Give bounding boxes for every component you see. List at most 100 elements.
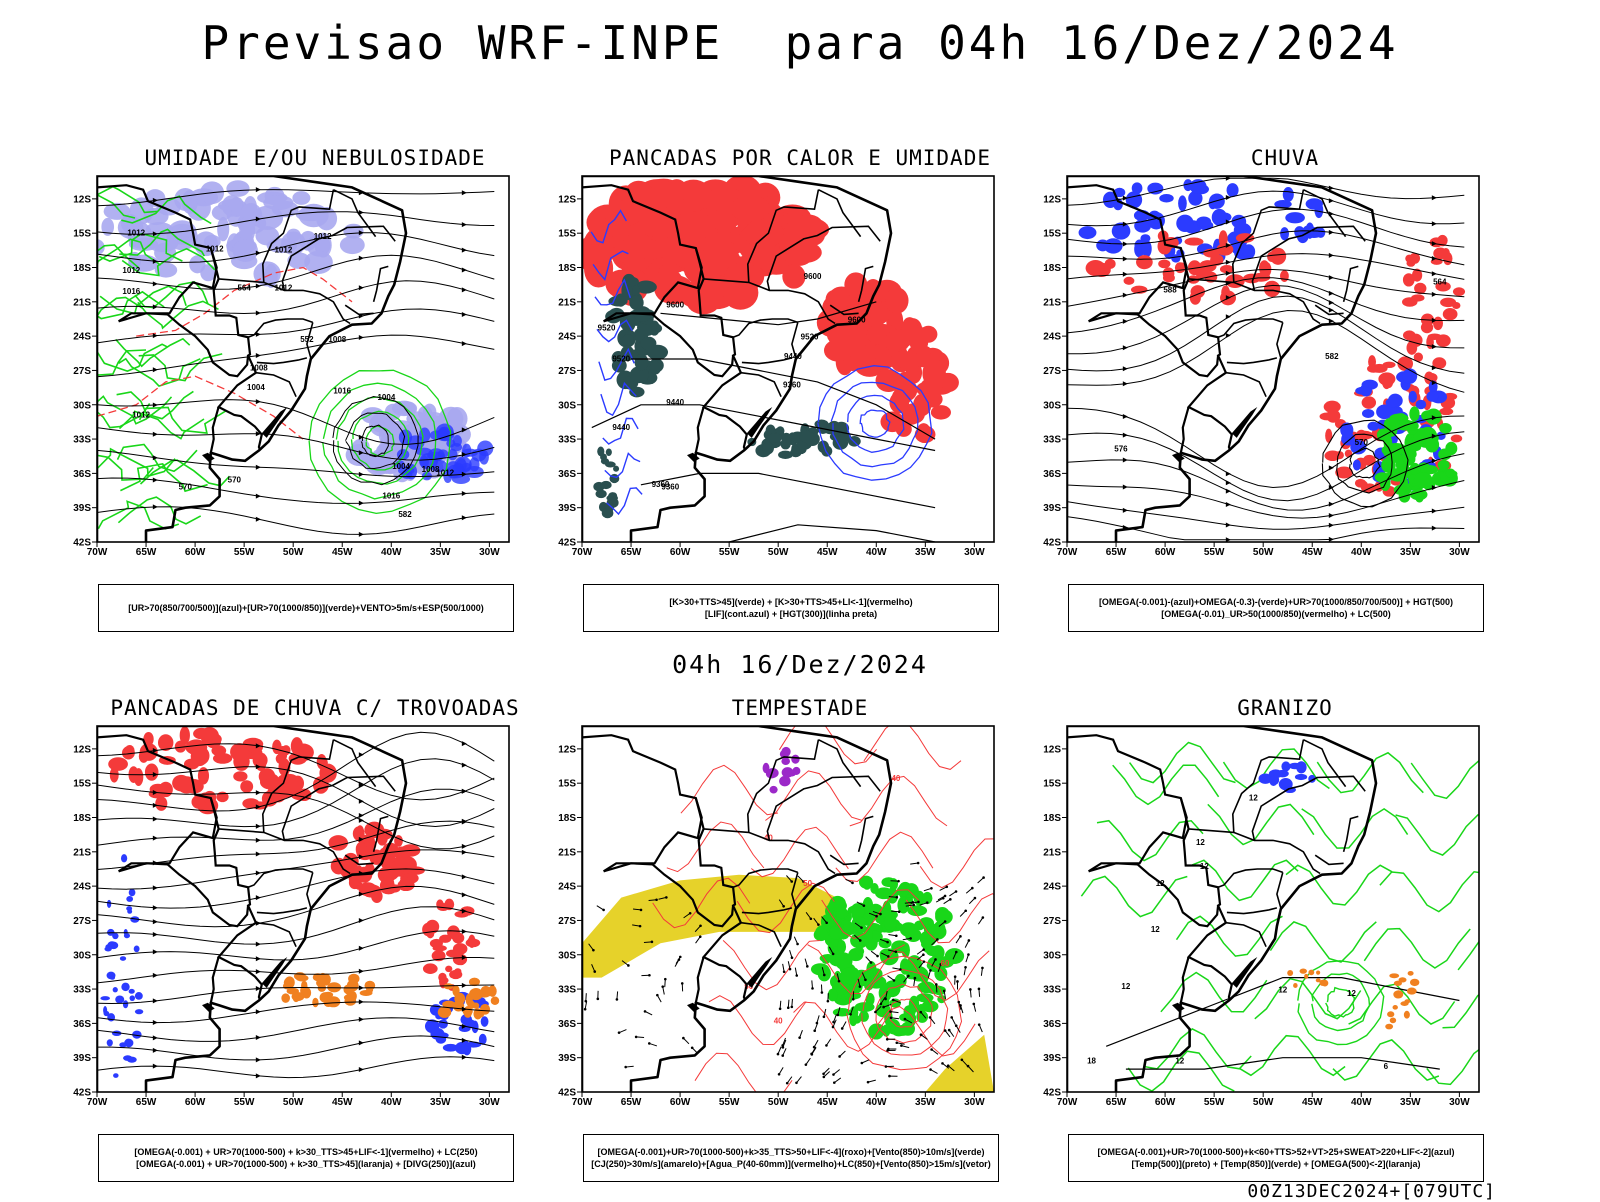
humidity-upper-area <box>340 236 365 254</box>
x-tick-label: 70W <box>1057 547 1078 558</box>
flow-arrow <box>153 281 158 286</box>
convection-red <box>638 240 663 260</box>
country-border <box>1089 313 1219 376</box>
legend-line: [OMEGA(-0.001) + UR>70(1000-500) + k>30_… <box>99 1158 513 1170</box>
flow-arrow <box>256 824 261 829</box>
vector-head <box>897 880 900 883</box>
divergence-blue <box>104 1011 110 1016</box>
vector-head <box>852 998 855 1001</box>
humidity-lower-contour <box>98 501 179 528</box>
vector-head <box>895 950 898 953</box>
flow-arrow <box>153 885 158 890</box>
wind-green <box>884 914 897 930</box>
y-tick-label: 39S <box>1043 1053 1061 1064</box>
rain-red <box>1403 330 1416 340</box>
vector-head <box>930 1048 933 1051</box>
hail-blue <box>1295 774 1307 780</box>
thunder-orange <box>312 998 318 1008</box>
divergence-blue <box>119 1042 127 1047</box>
flow-arrow <box>1329 537 1334 542</box>
x-tick-label: 55W <box>234 547 255 558</box>
vector-head <box>876 955 879 958</box>
omega-orange <box>1404 1011 1410 1019</box>
x-tick-label: 65W <box>621 1097 642 1108</box>
rain-red <box>1158 260 1170 269</box>
y-tick-label: 30S <box>558 400 576 411</box>
flow-arrow <box>359 946 364 951</box>
vector-head <box>823 1076 826 1079</box>
hail-blue <box>1296 761 1306 773</box>
contour-label: 570 <box>179 482 193 491</box>
omega-blue <box>1280 227 1289 240</box>
vector-head <box>798 1036 801 1039</box>
storm-purple <box>781 757 790 765</box>
y-tick-label: 39S <box>558 1053 576 1064</box>
instability-green <box>606 448 612 455</box>
storm-purple <box>781 747 790 757</box>
vector-head <box>968 939 971 942</box>
vector-head <box>782 1046 785 1049</box>
country-border <box>604 798 702 871</box>
state-border <box>1344 816 1359 851</box>
vector-head <box>777 1053 780 1056</box>
omega-blue <box>1426 391 1438 402</box>
flow-arrow <box>256 517 261 522</box>
vector-head <box>664 978 667 981</box>
thunder-orange <box>473 1002 479 1008</box>
thunder-red <box>159 782 173 797</box>
divergence-blue <box>124 933 130 938</box>
y-tick-label: 15S <box>558 779 576 790</box>
vector-head <box>875 915 878 918</box>
flow-arrow <box>462 341 467 346</box>
vector-head <box>811 1053 814 1056</box>
vector-head <box>859 985 862 988</box>
flow-arrow <box>1432 195 1437 200</box>
rain-red <box>1280 270 1289 282</box>
x-tick-label: 60W <box>185 1097 206 1108</box>
flow-arrow <box>359 752 364 757</box>
flow-arrow <box>359 818 364 823</box>
omega-blue <box>1096 239 1109 251</box>
contour-label: 9360 <box>661 482 679 491</box>
instability-green <box>608 492 617 501</box>
flow-arrow <box>462 515 467 520</box>
vector-head <box>651 941 654 944</box>
vector-head <box>957 1001 960 1004</box>
page-subtitle: 04h 16/Dez/2024 <box>0 650 1600 679</box>
convection-red <box>782 264 805 288</box>
vector-head <box>926 901 929 904</box>
humidity-upper-core <box>450 443 462 451</box>
y-tick-label: 42S <box>558 538 576 549</box>
flow-arrow <box>256 494 261 499</box>
vector-head <box>943 990 946 993</box>
contour-label: 9440 <box>666 398 684 407</box>
y-tick-label: 27S <box>558 366 576 377</box>
legend-line: [UR>70(850/700/500)](azul)+[UR>70(1000/8… <box>99 602 513 614</box>
flow-arrow <box>153 816 158 821</box>
contour-label: 12 <box>1121 982 1130 991</box>
temp850-contour <box>1302 809 1408 848</box>
divergence-blue <box>121 983 129 991</box>
x-tick-label: 50W <box>1253 1097 1274 1108</box>
y-tick-label: 24S <box>73 332 91 343</box>
instability-green <box>613 466 619 472</box>
flow-arrow <box>1329 198 1334 203</box>
vector-head <box>795 974 798 977</box>
vector-head <box>982 876 985 879</box>
y-tick-label: 36S <box>558 1019 576 1030</box>
divergence-blue <box>107 1039 113 1046</box>
rain-red <box>1136 255 1153 269</box>
flow-arrow <box>462 844 467 849</box>
thunder-red <box>272 740 282 754</box>
vector-head <box>813 1046 816 1049</box>
vector-head <box>699 925 702 928</box>
instability-green <box>762 442 774 455</box>
y-tick-label: 30S <box>73 950 91 961</box>
humidity-upper-area <box>226 180 249 197</box>
divergence-blue <box>134 945 140 952</box>
flow-arrow <box>256 399 261 404</box>
